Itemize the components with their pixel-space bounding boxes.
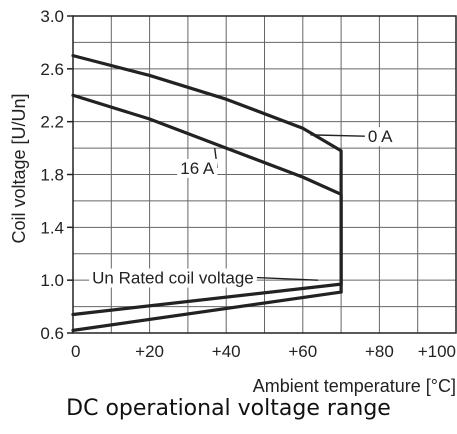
annotations: 0 A 16 A Un Rated coil voltage xyxy=(89,127,395,287)
x-axis-label: Ambient temperature [°C] xyxy=(253,376,456,396)
y-tick-label: 1.4 xyxy=(40,218,64,237)
annotation-label: Un Rated coil voltage xyxy=(92,269,254,288)
x-tick-label: +40 xyxy=(212,342,241,361)
x-tick-label: +20 xyxy=(135,342,164,361)
y-tick-label: 0.6 xyxy=(40,324,64,343)
y-tick-label: 1.8 xyxy=(40,166,64,185)
y-tick-label: 3.0 xyxy=(40,7,64,26)
y-axis-label: Coil voltage [U/Un] xyxy=(9,93,29,243)
y-tick-label: 2.2 xyxy=(40,113,64,132)
x-tick-label: +100 xyxy=(418,342,456,361)
chart-caption: DC operational voltage range xyxy=(0,396,457,421)
annotation-label: 0 A xyxy=(368,127,393,146)
y-tick-label: 2.6 xyxy=(40,60,64,79)
x-tick-label: +60 xyxy=(288,342,317,361)
annotation-label: 16 A xyxy=(180,159,215,178)
series-lines xyxy=(73,56,341,331)
series-line xyxy=(73,95,341,292)
x-tick-label: +80 xyxy=(365,342,394,361)
x-tick-label: 0 xyxy=(71,342,80,361)
tick-labels: 0.6 1.0 1.4 1.8 2.2 2.6 3.0 0 +20 +40 +60 +80 +100 xyxy=(40,7,456,361)
y-tick-label: 1.0 xyxy=(40,271,64,290)
